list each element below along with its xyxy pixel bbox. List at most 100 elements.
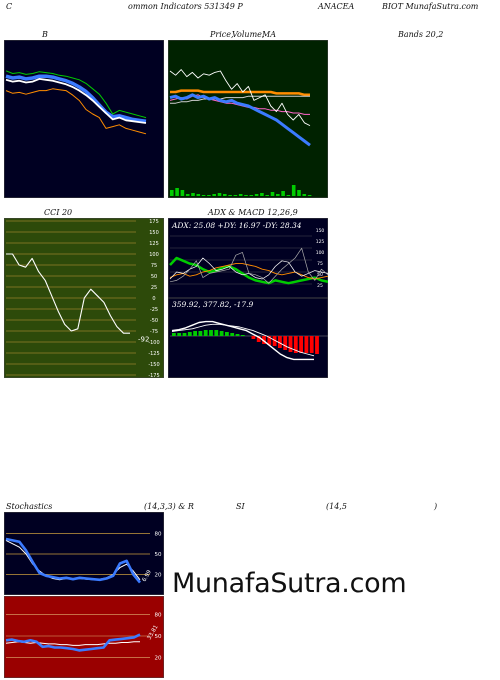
bb-upper-line [5,70,147,119]
macd-histogram-bar [267,336,272,345]
adx-tick-label: 100 [316,250,325,256]
macd-histogram-bar [219,331,224,336]
price-line [169,69,311,127]
cci-chart: 175 150 125 100 75 50 25 0 -25 -50 -75 -100 -125 -150… [4,218,164,378]
bollinger-panel [4,40,164,198]
cci-tick-label: 50 [151,274,157,280]
volume-bar [223,194,227,196]
macd-panel: 359.92, 377.82, -17.9 [168,298,328,378]
rsi-line [5,633,141,652]
label-volume: Volume, [232,30,265,39]
adx-line [169,256,328,285]
volume-bar [244,195,248,196]
volume-bar [291,185,296,196]
cci-tick-label: -125 [148,351,159,357]
volume-bar [196,194,201,196]
volume-bar [260,193,264,196]
header-indicators: ommon Indicators 531349 P [128,2,243,11]
rsi-panel: 80 50 20 33.81 [4,596,164,678]
macd-histogram-bar [198,331,203,336]
cci-tick-label: 125 [149,241,159,247]
volume-bar [180,190,185,196]
volume-bar [233,195,238,196]
macd-histogram-bar [193,331,197,336]
cci-tick-label: 25 [151,285,157,291]
adx-tick-label: 50 [317,272,323,278]
stochastics-panel: 80 50 20 6.99 [4,512,164,595]
volume-bar [286,195,291,196]
cci-tick-label: -50 [150,318,158,324]
macd-histogram-bar [315,336,319,354]
macd-histogram-bar [299,336,303,353]
macd-histogram-bar [272,336,277,346]
volume-bar [276,194,280,196]
macd-histogram-bar [203,330,208,336]
macd-histogram-bar [187,332,192,336]
stoch-tick-label: 20 [155,572,162,578]
volume-bar [265,195,269,196]
cci-tick-label: -150 [148,362,159,368]
rsi-tick-label: 80 [155,612,162,618]
macd-histogram-bar [214,330,219,336]
macd-histogram-bar [256,336,261,342]
volume-bar [185,194,190,196]
macd-histogram-bar [278,336,282,348]
cci-tick-label: 150 [149,230,159,236]
rsi-tick-label: 20 [155,656,162,662]
stoch-title: Stochastics [6,502,53,511]
adx-tick-label: 75 [317,261,323,267]
adx-tick-label: 125 [316,239,325,245]
macd-histogram-bar [230,333,235,336]
bb-lower-line [5,88,147,135]
volume-bar [201,195,206,196]
macd-histogram-bar [209,330,213,336]
macd-histogram-bar [235,334,240,336]
volume-bar [191,193,195,196]
cci-line [6,253,130,334]
cci-last-label: -92 [138,335,149,343]
volume-bar [307,195,312,196]
cci-tick-label: 100 [149,252,159,258]
cci-tick-label: 75 [151,263,157,269]
macd-histogram-bar [283,336,288,350]
panel-background [168,40,328,198]
adx-values: ADX: 25.08 +DY: 16.97 -DY: 28.34 [172,221,302,230]
adx-panel: 150 125 100 75 50 25 ADX: 25.08 +DY: 16.97 -D… [168,218,328,298]
macd-histogram-bar [309,336,314,353]
stochastics-chart: 80 50 206.99 [4,512,164,595]
macd-histogram-bar [177,333,182,336]
stoch-tick-label: 80 [155,532,162,538]
rsi-close-paren: ) [434,502,438,511]
adx-extra-line [169,247,328,284]
volume-bar [207,195,211,196]
macd-histogram-bar [288,336,293,352]
volume-bar [254,194,259,196]
cci-tick-label: -100 [148,340,159,346]
volume-bar [249,195,254,196]
label-bollinger-b: B [42,30,48,39]
cci-tick-label: 0 [152,296,155,302]
header-panacea: ANACEA [318,2,355,11]
adx-macd-title: ADX & MACD 12,26,9 [208,208,298,217]
adx-minus-di-line [169,263,328,280]
macd-histogram-bar [240,335,245,336]
volume-bar [170,190,174,196]
volume-bar [281,191,285,196]
stoch-params: (14,3,3) & R [144,502,194,511]
volume-bar [228,195,232,196]
volume-bar [297,190,301,196]
panel-background [168,298,328,378]
macd-histogram-bar [304,336,309,353]
macd-values: 359.92, 377.82, -17.9 [172,300,254,309]
ma-line-blue [169,93,311,147]
bollinger-chart [4,40,164,198]
bb-price-line [5,78,147,124]
volume-bar [212,194,216,196]
volume-bar [238,194,243,196]
panel-background [168,218,328,298]
stoch-tick-label: 50 [155,552,162,558]
stoch-last-label: 6.99 [142,569,154,583]
adx-tick-label: 150 [316,228,325,234]
macd-histogram-bar [172,333,176,336]
